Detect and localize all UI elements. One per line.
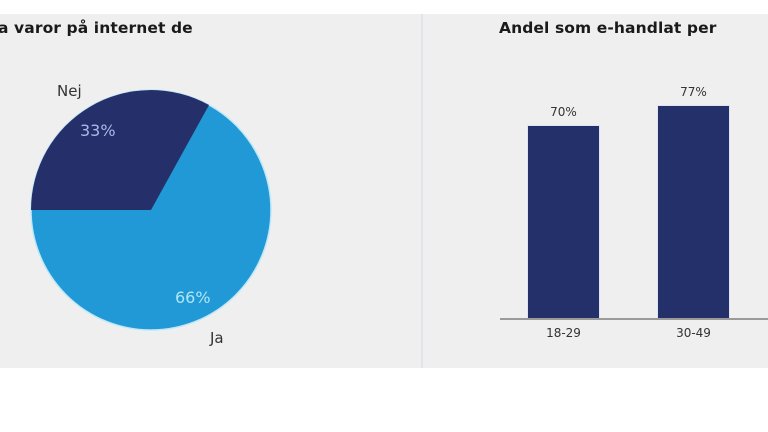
x-label-18-29: 18-29 <box>546 326 581 340</box>
pie-value-nej: 33% <box>80 121 116 140</box>
panel-divider <box>421 14 423 368</box>
bar-18-29 <box>528 126 599 319</box>
x-axis-line <box>500 318 768 320</box>
bar-value-30-49: 77% <box>680 85 707 99</box>
bar-chart-title: Andel som e-handlat per <box>499 19 717 37</box>
bar-30-49 <box>658 106 729 319</box>
pie-label-ja: Ja <box>210 329 224 347</box>
x-label-30-49: 30-49 <box>676 326 711 340</box>
pie-chart <box>30 89 272 331</box>
pie-slice-nej <box>31 90 209 210</box>
pie-label-nej: Nej <box>57 82 82 100</box>
pie-value-ja: 66% <box>175 288 211 307</box>
pie-chart-title: a varor på internet de <box>0 19 193 37</box>
bar-value-18-29: 70% <box>550 105 577 119</box>
